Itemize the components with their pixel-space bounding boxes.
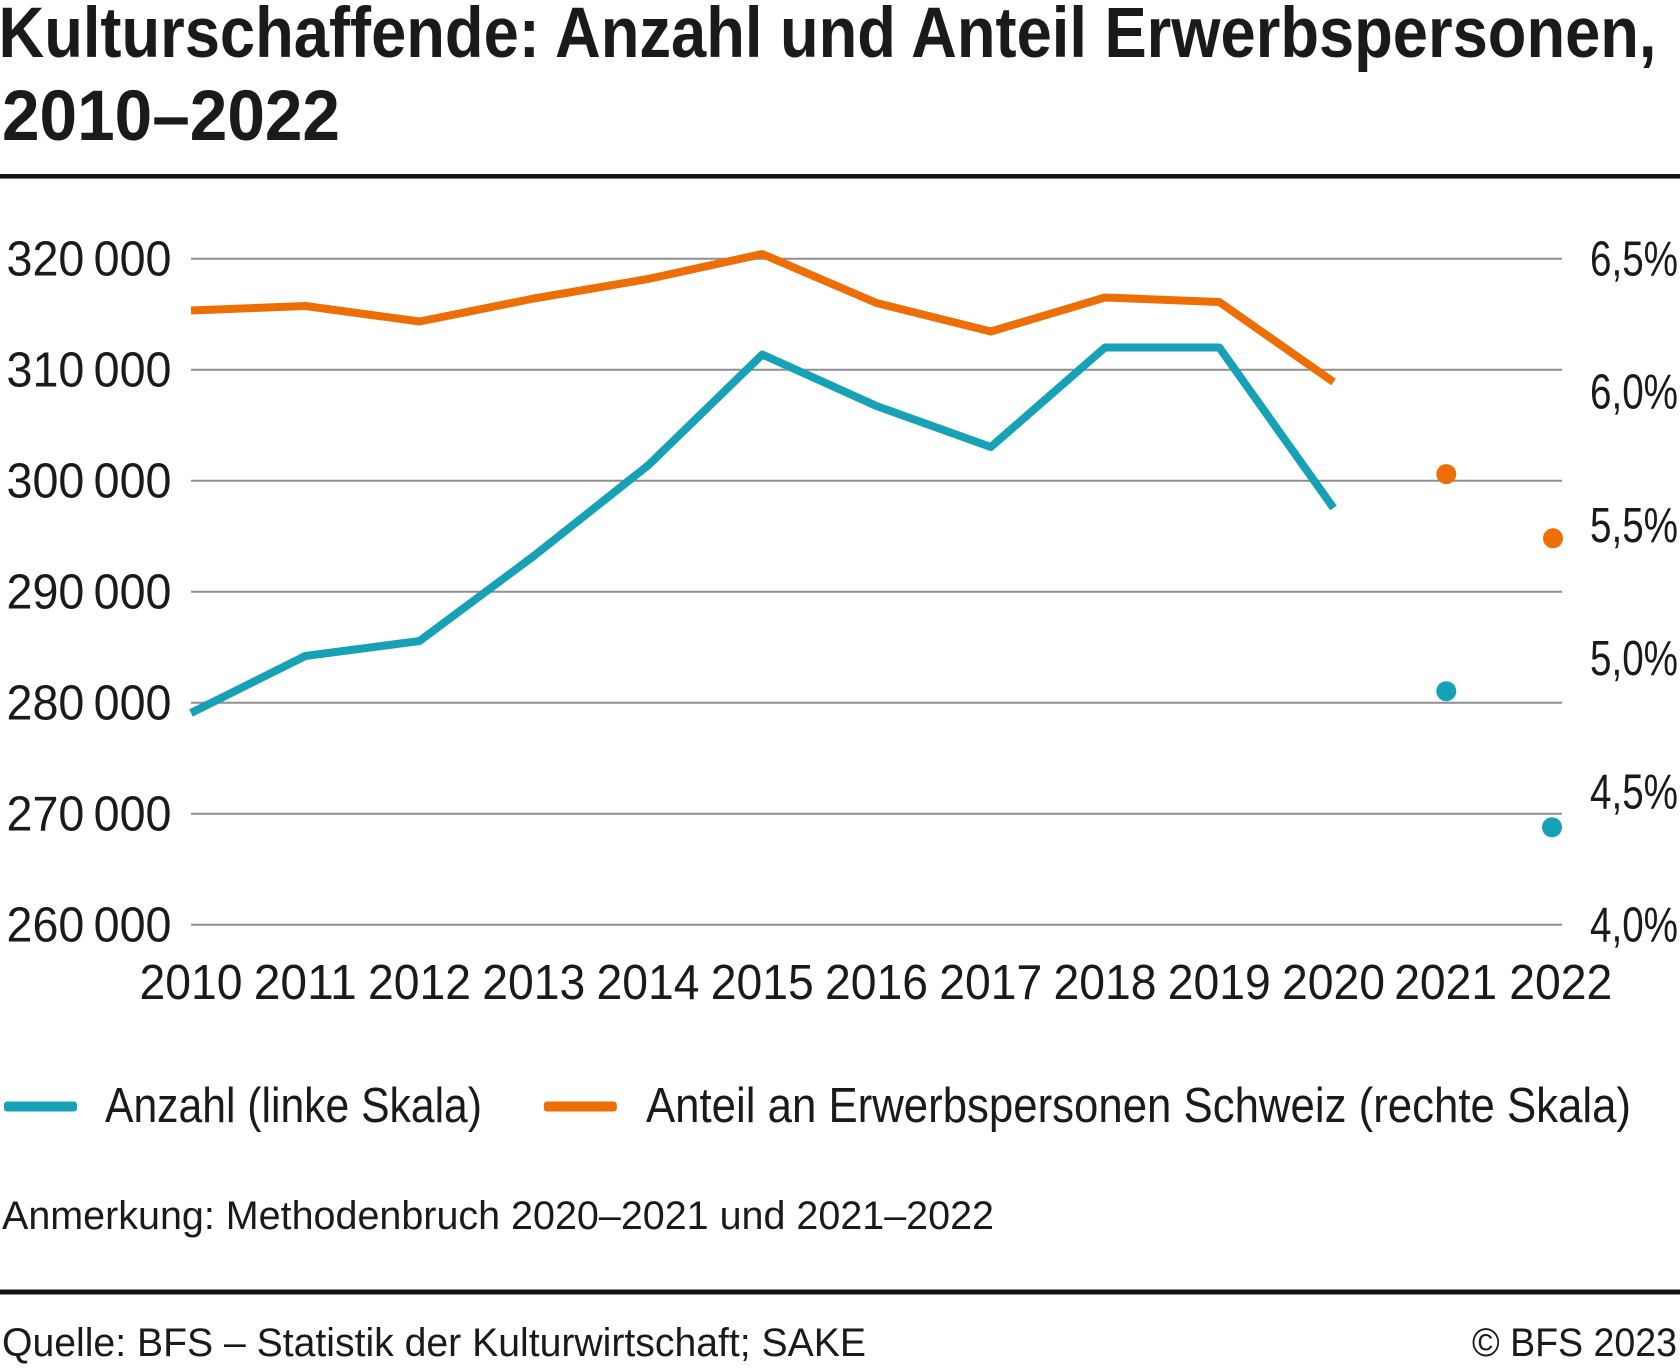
- svg-text:4,5%: 4,5%: [1590, 765, 1678, 819]
- svg-text:280 000: 280 000: [7, 677, 172, 731]
- svg-text:Anteil an Erwerbspersonen Schw: Anteil an Erwerbspersonen Schweiz (recht…: [646, 1079, 1631, 1133]
- svg-text:2016: 2016: [825, 956, 928, 1010]
- svg-text:290 000: 290 000: [7, 566, 172, 620]
- svg-text:2014: 2014: [597, 956, 700, 1010]
- svg-text:6,0%: 6,0%: [1590, 366, 1678, 420]
- svg-text:2012: 2012: [368, 956, 471, 1010]
- svg-text:5,0%: 5,0%: [1590, 632, 1678, 686]
- svg-text:5,5%: 5,5%: [1590, 499, 1678, 553]
- svg-text:Anmerkung: Methodenbruch 2020–: Anmerkung: Methodenbruch 2020–2021 und 2…: [2, 1194, 994, 1238]
- svg-text:320 000: 320 000: [7, 233, 172, 287]
- svg-text:2010: 2010: [140, 956, 243, 1010]
- svg-text:Quelle: BFS – Statistik der Ku: Quelle: BFS – Statistik der Kulturwirtsc…: [2, 1321, 866, 1365]
- svg-text:Kulturschaffende: Anzahl und A: Kulturschaffende: Anzahl und Anteil Erwe…: [0, 0, 1657, 73]
- svg-text:260 000: 260 000: [7, 899, 172, 953]
- svg-text:Anzahl (linke Skala): Anzahl (linke Skala): [105, 1079, 482, 1133]
- svg-text:6,5%: 6,5%: [1590, 233, 1678, 287]
- svg-text:2011: 2011: [254, 956, 357, 1010]
- svg-text:2013: 2013: [482, 956, 585, 1010]
- svg-text:© BFS 2023: © BFS 2023: [1472, 1321, 1677, 1365]
- svg-text:2019: 2019: [1168, 956, 1271, 1010]
- svg-text:2010–2022: 2010–2022: [2, 77, 340, 156]
- svg-text:300 000: 300 000: [7, 455, 172, 509]
- svg-text:270 000: 270 000: [7, 788, 172, 842]
- svg-text:310 000: 310 000: [7, 344, 172, 398]
- svg-text:2022: 2022: [1509, 956, 1612, 1010]
- svg-text:4,0%: 4,0%: [1590, 899, 1678, 953]
- svg-text:2017: 2017: [939, 956, 1042, 1010]
- svg-text:2015: 2015: [711, 956, 814, 1010]
- svg-text:2018: 2018: [1054, 956, 1157, 1010]
- svg-text:2021: 2021: [1394, 956, 1497, 1010]
- svg-text:2020: 2020: [1282, 956, 1385, 1010]
